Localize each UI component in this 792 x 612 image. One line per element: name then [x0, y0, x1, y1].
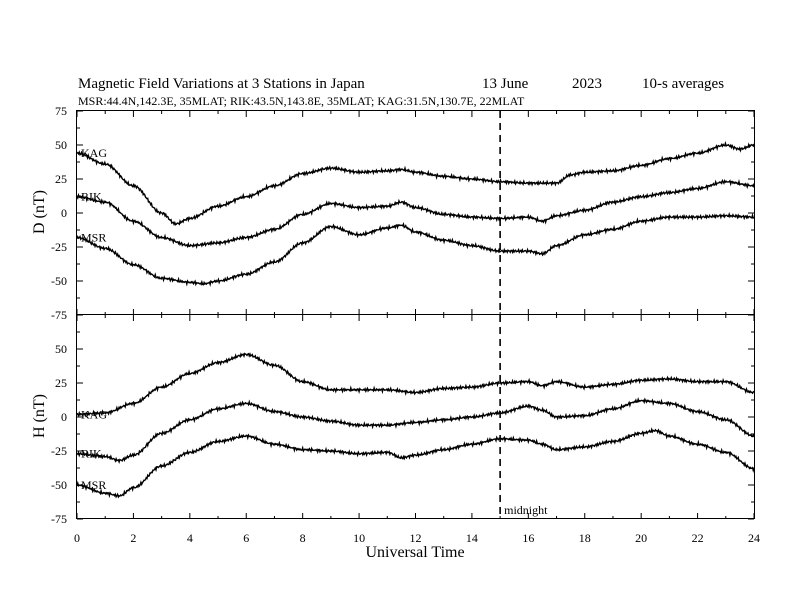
- y-tick-label: 0: [61, 410, 67, 424]
- y-tick-label: 50: [55, 138, 67, 152]
- series-label-kag: KAG: [81, 146, 107, 160]
- y-tick-label: -75: [51, 512, 67, 526]
- y-tick-label: -50: [51, 478, 67, 492]
- x-tick-label: 10: [353, 531, 365, 545]
- series-line-rik: [76, 178, 755, 250]
- series-line-kag: [76, 352, 755, 418]
- x-tick-label: 22: [692, 531, 704, 545]
- y-tick-label: -50: [51, 274, 67, 288]
- y-tick-label: -75: [51, 308, 67, 322]
- y-tick-label: 75: [55, 104, 67, 118]
- x-tick-label: 4: [187, 531, 193, 545]
- chart-averaging: 10-s averages: [642, 76, 724, 92]
- y-tick-label: 25: [55, 172, 67, 186]
- series-label-rik: RIK: [81, 190, 102, 204]
- chart-year: 2023: [572, 76, 602, 92]
- d-axis-label: D (nT): [31, 190, 48, 234]
- x-tick-label: 2: [130, 531, 136, 545]
- station-coordinates: MSR:44.4N,142.3E, 35MLAT; RIK:43.5N,143.…: [78, 94, 525, 108]
- chart-title: Magnetic Field Variations at 3 Stations …: [78, 76, 365, 92]
- x-tick-label: 6: [243, 531, 249, 545]
- x-tick-label: 14: [466, 531, 478, 545]
- y-tick-label: 0: [61, 206, 67, 220]
- h-panel-frame: [76, 314, 755, 519]
- h-axis-label: H (nT): [31, 394, 48, 438]
- series-line-msr: [76, 427, 755, 499]
- d-panel-frame: [76, 110, 755, 315]
- series-label-rik: RIK: [81, 447, 102, 461]
- series-label-kag: KAG: [81, 407, 107, 421]
- series-line-msr: [76, 211, 755, 287]
- x-tick-label: 12: [410, 531, 422, 545]
- x-tick-label: 8: [300, 531, 306, 545]
- y-tick-label: -25: [51, 240, 67, 254]
- series-label-msr: MSR: [81, 478, 106, 492]
- x-tick-label: 24: [748, 531, 760, 545]
- x-axis-label: Universal Time: [365, 544, 464, 561]
- series-line-kag: [76, 140, 755, 227]
- y-tick-label: -25: [51, 444, 67, 458]
- x-tick-label: 18: [579, 531, 591, 545]
- x-tick-label: 16: [522, 531, 534, 545]
- series-line-rik: [76, 396, 755, 464]
- chart-date: 13 June: [482, 76, 529, 92]
- x-tick-label: 20: [635, 531, 647, 545]
- plot-layer: 0 2 4 6 8 10 12 14 16 18 20 22 247550250-25-50-75KAG…: [51, 104, 760, 545]
- y-tick-label: 25: [55, 376, 67, 390]
- series-label-msr: MSR: [81, 230, 106, 244]
- midnight-label: midnight: [504, 503, 548, 517]
- y-tick-label: 50: [55, 342, 67, 356]
- x-tick-label: 0: [74, 531, 80, 545]
